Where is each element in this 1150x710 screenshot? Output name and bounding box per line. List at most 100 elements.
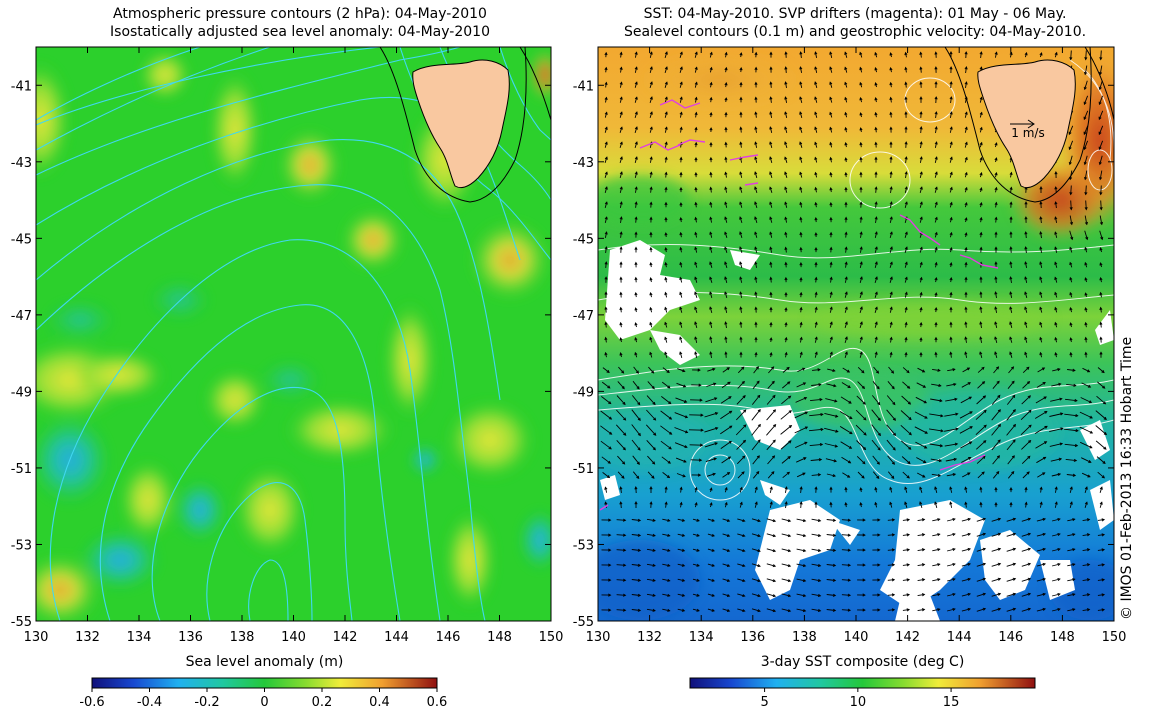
- velocity-arrow: [932, 518, 940, 522]
- velocity-arrow: [1039, 247, 1043, 253]
- velocity-arrow-head: [814, 246, 818, 251]
- velocity-arrow-head: [982, 395, 987, 399]
- velocity-arrow-head: [634, 111, 638, 115]
- velocity-arrow-head: [862, 446, 867, 451]
- velocity-arrow-head: [904, 201, 908, 205]
- velocity-arrow-head: [859, 186, 863, 190]
- velocity-arrow: [993, 366, 999, 374]
- velocity-arrow: [961, 382, 971, 388]
- velocity-arrow-head: [982, 517, 987, 521]
- velocity-arrow-head: [634, 231, 638, 235]
- velocity-arrow-head: [1057, 592, 1061, 597]
- velocity-arrow: [1097, 471, 1105, 479]
- velocity-arrow-head: [694, 231, 698, 236]
- velocity-arrow: [915, 396, 927, 404]
- right-y-tick-label: -47: [573, 309, 594, 324]
- velocity-arrow: [1036, 382, 1046, 388]
- velocity-arrow-head: [889, 156, 893, 160]
- velocity-arrow: [919, 186, 923, 194]
- velocity-arrow-head: [694, 111, 698, 116]
- velocity-arrow-head: [653, 432, 657, 436]
- velocity-arrow-head: [859, 51, 863, 56]
- velocity-arrow-head: [906, 548, 911, 552]
- velocity-arrow-head: [664, 186, 668, 190]
- velocity-arrow: [1025, 231, 1027, 239]
- velocity-arrow-head: [769, 81, 773, 85]
- velocity-arrow-head: [784, 336, 788, 341]
- velocity-arrow: [619, 171, 623, 179]
- velocity-arrow-head: [939, 399, 943, 403]
- velocity-arrow-head: [832, 368, 836, 373]
- right-colorbar-label: 3-day SST composite (deg C): [760, 654, 965, 670]
- velocity-arrow-head: [679, 306, 683, 310]
- velocity-arrow-head: [619, 321, 623, 326]
- velocity-arrow-head: [892, 402, 896, 406]
- velocity-arrow-head: [757, 423, 761, 428]
- velocity-arrow-head: [784, 486, 788, 490]
- velocity-arrow: [946, 518, 956, 522]
- velocity-arrow: [646, 608, 656, 612]
- velocity-arrow-head: [679, 171, 683, 176]
- velocity-arrow-head: [664, 336, 668, 340]
- velocity-arrow-head: [1099, 501, 1103, 505]
- velocity-arrow-head: [1057, 532, 1061, 537]
- velocity-arrow-head: [1054, 501, 1058, 505]
- velocity-arrow-head: [637, 402, 641, 406]
- velocity-arrow: [619, 127, 623, 133]
- velocity-arrow: [826, 383, 836, 387]
- velocity-arrow: [752, 471, 760, 479]
- velocity-arrow-head: [771, 366, 775, 370]
- velocity-arrow: [784, 97, 788, 103]
- velocity-arrow: [1081, 382, 1091, 388]
- velocity-arrow-head: [667, 563, 671, 567]
- velocity-arrow-head: [874, 156, 878, 160]
- velocity-arrow: [751, 439, 761, 451]
- velocity-arrow: [809, 413, 823, 417]
- velocity-arrow-head: [844, 276, 848, 280]
- velocity-arrow-head: [787, 534, 792, 538]
- velocity-arrow-head: [729, 425, 733, 429]
- velocity-arrow: [649, 52, 653, 58]
- velocity-arrow-head: [847, 563, 852, 567]
- velocity-arrow-head: [1101, 563, 1106, 567]
- velocity-arrow: [841, 609, 851, 611]
- velocity-arrow: [631, 409, 641, 421]
- velocity-arrow: [1082, 518, 1090, 522]
- velocity-arrow-head: [757, 394, 761, 398]
- velocity-arrow-head: [1072, 608, 1076, 612]
- velocity-arrow-head: [619, 186, 623, 190]
- velocity-arrow-head: [1039, 486, 1043, 490]
- velocity-arrow-head: [1098, 101, 1102, 106]
- velocity-arrow-head: [664, 486, 668, 490]
- velocity-arrow: [920, 126, 922, 134]
- velocity-arrow-head: [667, 533, 671, 537]
- velocity-arrow-head: [604, 501, 608, 505]
- velocity-arrow-head: [667, 578, 671, 582]
- velocity-arrow-head: [804, 441, 808, 445]
- velocity-arrow: [645, 424, 657, 436]
- velocity-arrow-head: [844, 246, 848, 250]
- velocity-arrow-head: [877, 402, 881, 406]
- velocity-arrow: [782, 381, 790, 389]
- velocity-arrow: [704, 427, 718, 433]
- velocity-arrow-head: [727, 381, 731, 385]
- velocity-arrow-head: [606, 475, 611, 479]
- velocity-arrow: [720, 441, 732, 449]
- velocity-arrow-head: [1086, 369, 1091, 373]
- velocity-arrow-head: [619, 156, 623, 160]
- velocity-arrow-head: [724, 261, 728, 265]
- velocity-arrow-head: [847, 460, 852, 464]
- velocity-arrow: [934, 486, 938, 494]
- velocity-arrow: [994, 307, 998, 313]
- velocity-arrow-head: [713, 457, 718, 461]
- velocity-arrow-head: [981, 471, 985, 475]
- velocity-arrow-head: [859, 81, 863, 86]
- velocity-arrow-head: [1059, 442, 1064, 446]
- velocity-arrow-head: [711, 533, 715, 537]
- velocity-arrow-head: [1054, 486, 1058, 490]
- velocity-arrow: [796, 518, 806, 522]
- velocity-arrow: [1039, 261, 1043, 269]
- velocity-arrow-head: [649, 126, 653, 130]
- velocity-arrow-head: [679, 261, 683, 266]
- velocity-arrow: [887, 455, 895, 465]
